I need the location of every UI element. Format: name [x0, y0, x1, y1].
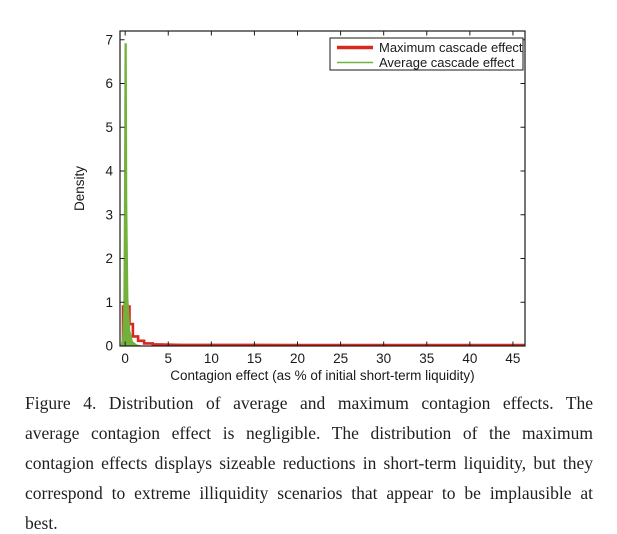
- y-tick-label: 3: [105, 207, 113, 222]
- x-tick-label: 40: [462, 351, 477, 366]
- density-chart: 0 5 10 15 20 25 30 35 40 45 0 1 2 3 4 5 6 7 Contagion effe…: [72, 30, 526, 383]
- series-group: [120, 43, 525, 346]
- x-tick-label: 10: [204, 351, 219, 366]
- figure-caption: Figure 4. Distribution of average and ma…: [25, 393, 593, 533]
- legend-label-average: Average cascade effect: [379, 55, 515, 70]
- y-tick-label: 6: [105, 76, 113, 91]
- legend-box: [329, 37, 524, 71]
- x-tick-label: 15: [247, 351, 262, 366]
- y-axis-label: Density: [72, 166, 87, 211]
- legend-label-maximum: Maximum cascade effect: [379, 40, 523, 55]
- x-axis-label: Contagion effect (as % of initial short-…: [170, 368, 474, 383]
- x-tick-label: 25: [333, 351, 348, 366]
- y-tick-label: 4: [105, 164, 113, 179]
- x-tick-label: 5: [164, 351, 172, 366]
- y-tick-label: 2: [105, 251, 113, 266]
- x-tick-label: 30: [376, 351, 391, 366]
- y-tick-label: 0: [105, 339, 113, 354]
- series-average-cascade-effect: [120, 43, 141, 346]
- y-tick-label: 1: [105, 295, 113, 310]
- x-tick-label: 35: [419, 351, 434, 366]
- plot-frame: [119, 30, 526, 347]
- series-maximum-cascade-effect: [121, 305, 525, 346]
- x-tick-label: 20: [290, 351, 305, 366]
- x-tick-label: 45: [505, 351, 520, 366]
- y-tick-label: 7: [105, 32, 113, 47]
- x-tick-label: 0: [121, 351, 129, 366]
- y-tick-label: 5: [105, 120, 113, 135]
